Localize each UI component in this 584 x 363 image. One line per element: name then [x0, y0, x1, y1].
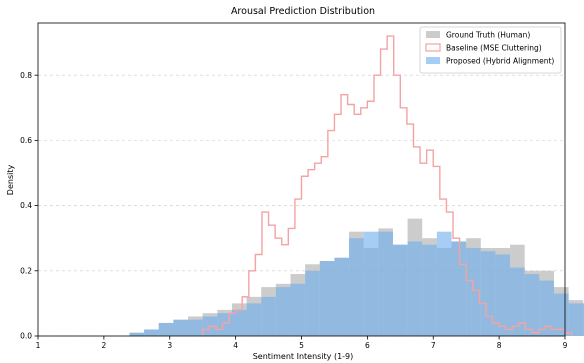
legend-swatch-proposed [426, 57, 440, 64]
proposed-bar [466, 247, 481, 336]
proposed-bar [422, 244, 437, 336]
chart-title: Arousal Prediction Distribution [231, 6, 375, 17]
proposed-bar [436, 231, 452, 336]
legend-label-baseline: Baseline (MSE Cluttering) [446, 44, 542, 53]
proposed-bar [144, 329, 159, 336]
x-tick-label: 4 [233, 341, 238, 350]
baseline-series [201, 35, 573, 336]
legend-label-proposed: Proposed (Hybrid Alignment) [446, 57, 554, 66]
x-axis-ticks: 1 2 3 4 5 6 7 8 9 [36, 336, 568, 350]
proposed-bar [217, 313, 232, 336]
proposed-bar [319, 261, 335, 336]
proposed-bar [290, 283, 306, 336]
proposed-bar [407, 241, 423, 336]
proposed-series [129, 231, 584, 336]
y-tick-label: 0.4 [20, 201, 32, 210]
proposed-bar [158, 322, 174, 336]
x-tick-label: 9 [563, 341, 568, 350]
proposed-bar [480, 251, 496, 336]
proposed-bar [524, 274, 540, 336]
legend-swatch-baseline [425, 43, 441, 52]
legend-swatch-ground-truth [426, 31, 440, 38]
y-axis-ticks: 0.0 0.2 0.4 0.6 0.8 [20, 71, 38, 341]
proposed-bar [363, 231, 379, 336]
proposed-bar [451, 241, 467, 336]
proposed-bar [231, 309, 247, 336]
proposed-bar [129, 332, 145, 336]
proposed-bar [510, 267, 525, 336]
proposed-bar [568, 303, 584, 336]
proposed-bar [305, 270, 320, 336]
proposed-bar [392, 244, 408, 336]
proposed-bar [539, 280, 554, 336]
y-tick-label: 0.6 [20, 136, 32, 145]
proposed-bar [378, 231, 393, 336]
y-tick-label: 0.8 [20, 71, 32, 80]
legend-box [419, 26, 562, 74]
legend: Ground Truth (Human) Baseline (MSE Clutt… [419, 26, 562, 74]
proposed-bar [261, 296, 276, 336]
x-tick-label: 2 [101, 341, 106, 350]
x-tick-label: 7 [431, 341, 436, 350]
y-axis-label: Density [6, 165, 15, 196]
x-tick-label: 5 [299, 341, 304, 350]
legend-label-ground-truth: Ground Truth (Human) [446, 31, 530, 40]
baseline-step-line [201, 35, 573, 336]
x-tick-label: 8 [497, 341, 502, 350]
proposed-bar [495, 254, 511, 336]
x-tick-label: 6 [365, 341, 370, 350]
proposed-bar [173, 319, 189, 336]
x-tick-label: 1 [36, 341, 41, 350]
proposed-bar [246, 303, 262, 336]
y-tick-label: 0.2 [20, 266, 32, 275]
proposed-bar [275, 287, 291, 336]
x-tick-label: 3 [167, 341, 172, 350]
proposed-bar [334, 257, 350, 336]
proposed-bar [188, 319, 203, 336]
proposed-bar [349, 238, 364, 336]
y-tick-label: 0.0 [20, 332, 32, 341]
x-axis-label: Sentiment Intensity (1-9) [253, 352, 354, 361]
